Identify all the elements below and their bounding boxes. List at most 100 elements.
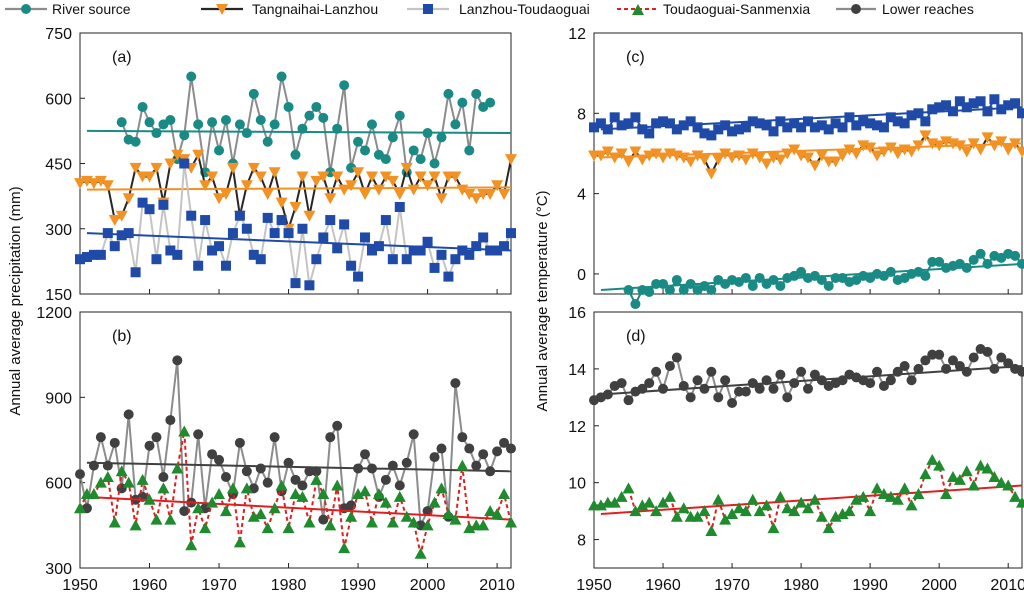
data-point xyxy=(816,120,827,131)
x-tick-label: 1990 xyxy=(852,577,888,593)
data-point xyxy=(857,490,870,502)
data-point xyxy=(685,116,696,127)
data-point xyxy=(435,193,448,205)
data-point xyxy=(360,232,371,243)
data-point xyxy=(365,171,378,183)
data-point xyxy=(143,171,156,183)
data-point xyxy=(651,278,662,289)
data-point xyxy=(491,507,504,519)
data-point xyxy=(753,505,766,517)
data-point xyxy=(123,228,134,239)
data-point xyxy=(130,267,141,278)
series-toudaoguai-sanmenxia xyxy=(588,453,1024,537)
data-point xyxy=(248,249,259,260)
data-point xyxy=(836,507,849,519)
data-point xyxy=(760,499,773,511)
data-point xyxy=(733,386,744,397)
legend: River source Tangnaihai-Lanzhou Lanzhou-… xyxy=(5,1,974,17)
data-point xyxy=(297,223,308,234)
data-point xyxy=(318,514,329,525)
data-point xyxy=(739,154,752,166)
data-point xyxy=(122,476,135,488)
data-point xyxy=(415,245,426,256)
data-point xyxy=(386,175,399,187)
data-point xyxy=(864,505,877,517)
data-point xyxy=(449,513,462,525)
data-point xyxy=(615,490,628,502)
y-tick-label: 12 xyxy=(568,26,586,43)
data-point xyxy=(165,115,176,125)
trend-line xyxy=(86,461,512,473)
data-point xyxy=(443,88,454,99)
data-point xyxy=(332,243,343,254)
y-tick-label: 450 xyxy=(45,157,72,174)
data-point xyxy=(109,437,120,448)
data-point xyxy=(240,482,253,494)
data-point xyxy=(213,193,226,205)
data-point xyxy=(698,154,711,166)
data-point xyxy=(905,146,918,158)
data-point xyxy=(726,507,739,519)
data-point xyxy=(233,536,246,548)
data-point xyxy=(796,122,807,133)
data-point xyxy=(885,266,896,277)
data-point xyxy=(261,522,274,534)
data-point xyxy=(311,254,322,265)
data-point xyxy=(803,383,813,394)
data-point xyxy=(219,505,232,517)
data-point xyxy=(1016,496,1024,508)
data-point xyxy=(968,98,979,109)
data-point xyxy=(927,256,938,267)
data-point xyxy=(303,516,316,528)
data-point xyxy=(829,510,842,522)
data-point xyxy=(477,519,490,531)
data-point xyxy=(290,474,301,485)
panel-label: (d) xyxy=(626,328,646,345)
data-point xyxy=(108,516,121,528)
data-point xyxy=(129,519,142,531)
data-point xyxy=(747,280,758,291)
data-point xyxy=(491,180,504,192)
data-point xyxy=(207,117,218,128)
data-point xyxy=(629,505,642,517)
data-point xyxy=(671,352,682,363)
data-point xyxy=(179,158,190,169)
data-point xyxy=(192,149,205,161)
data-point xyxy=(158,471,169,482)
data-point xyxy=(630,299,641,310)
data-point xyxy=(677,152,690,164)
data-point xyxy=(172,249,183,260)
legend-label: Lower reaches xyxy=(882,1,974,17)
legend-label: Toudaoguai-Sanmenxia xyxy=(663,1,810,17)
data-point xyxy=(193,119,204,130)
data-point xyxy=(706,366,717,377)
data-point xyxy=(699,128,710,139)
data-point xyxy=(380,154,391,165)
data-point xyxy=(372,184,385,196)
data-point xyxy=(830,272,841,283)
data-point xyxy=(436,132,447,143)
data-point xyxy=(268,167,281,179)
data-point xyxy=(247,510,260,522)
data-point xyxy=(636,499,649,511)
data-point xyxy=(332,420,343,431)
data-point xyxy=(290,278,301,289)
y-tick-label: 600 xyxy=(45,91,72,108)
data-point xyxy=(171,462,184,474)
data-point xyxy=(206,496,219,508)
data-point xyxy=(248,88,259,99)
data-point xyxy=(485,466,496,477)
data-point xyxy=(206,171,219,183)
data-point xyxy=(129,162,142,174)
data-point xyxy=(353,136,364,147)
data-point xyxy=(95,249,106,260)
data-point xyxy=(220,115,231,125)
data-point xyxy=(262,477,273,488)
data-point xyxy=(283,457,294,468)
data-point xyxy=(726,152,739,164)
data-point xyxy=(927,349,938,360)
data-point xyxy=(241,466,252,477)
data-point xyxy=(289,202,302,213)
data-point xyxy=(885,375,896,386)
x-tick-label: 1970 xyxy=(201,577,237,593)
